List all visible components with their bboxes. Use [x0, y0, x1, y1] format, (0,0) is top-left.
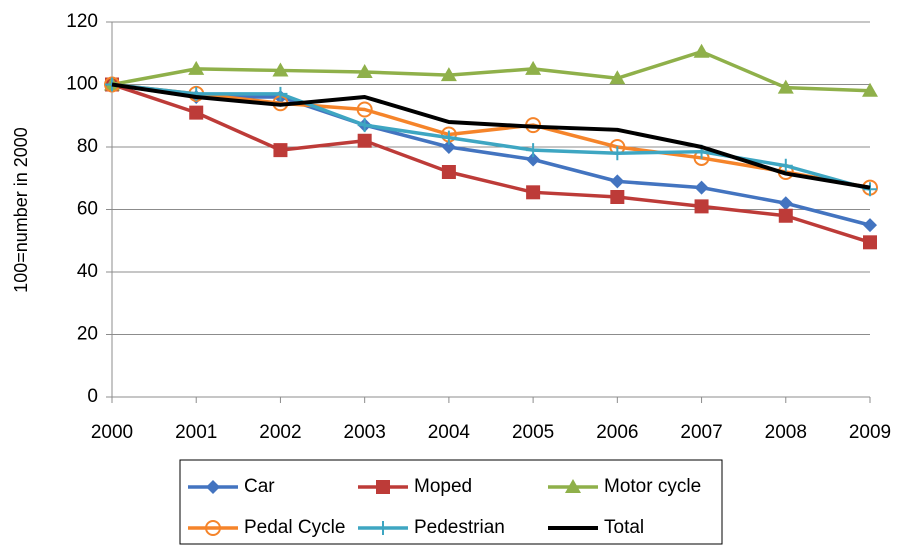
- marker: [610, 174, 625, 189]
- y-tick-label: 60: [77, 199, 98, 220]
- marker: [526, 185, 541, 200]
- marker: [441, 130, 456, 145]
- marker: [777, 79, 794, 94]
- marker: [376, 521, 390, 535]
- marker: [189, 105, 204, 120]
- series-line: [111, 49, 871, 93]
- marker: [694, 199, 709, 214]
- legend-label: Moped: [414, 476, 472, 497]
- legend-label: Motor cycle: [604, 476, 701, 497]
- marker: [610, 146, 625, 161]
- legend-label: Pedestrian: [414, 517, 505, 538]
- marker: [188, 60, 205, 75]
- x-tick-label: 2000: [91, 422, 133, 443]
- marker: [526, 143, 541, 158]
- marker: [273, 86, 288, 101]
- marker: [526, 152, 541, 167]
- marker: [356, 101, 373, 118]
- marker: [205, 520, 221, 536]
- y-tick-label: 100: [66, 74, 98, 95]
- legend-label: Car: [244, 476, 275, 497]
- marker: [778, 196, 793, 211]
- marker: [525, 60, 542, 75]
- marker: [357, 133, 372, 148]
- y-tick-label: 20: [77, 324, 98, 345]
- marker: [441, 165, 456, 179]
- marker: [778, 158, 793, 173]
- x-tick-label: 2009: [849, 422, 891, 443]
- marker: [863, 218, 877, 233]
- x-tick-label: 2008: [765, 422, 807, 443]
- x-tick-label: 2005: [512, 422, 554, 443]
- x-tick-label: 2006: [596, 422, 638, 443]
- series-line: [111, 82, 871, 190]
- marker: [206, 480, 220, 494]
- marker: [272, 62, 289, 77]
- x-tick-label: 2001: [175, 422, 217, 443]
- marker: [609, 70, 626, 85]
- y-axis-title: 100=number in 2000: [11, 127, 31, 293]
- marker: [862, 82, 878, 97]
- marker: [610, 190, 625, 204]
- marker: [356, 64, 373, 78]
- marker: [357, 118, 372, 133]
- marker: [273, 143, 288, 158]
- series-line: [111, 82, 871, 190]
- x-tick-label: 2003: [344, 422, 386, 443]
- x-tick-label: 2002: [259, 422, 301, 443]
- y-tick-label: 40: [77, 261, 98, 282]
- series-line: [111, 82, 871, 227]
- marker: [778, 208, 793, 223]
- marker: [441, 140, 456, 154]
- marker: [376, 480, 390, 494]
- x-tick-label: 2007: [680, 422, 722, 443]
- marker: [863, 235, 877, 250]
- legend-box: [179, 459, 723, 545]
- marker: [693, 43, 710, 58]
- marker: [565, 479, 581, 493]
- y-tick-label: 120: [66, 11, 98, 32]
- y-tick-label: 0: [87, 386, 98, 407]
- marker: [440, 67, 457, 82]
- series-line: [111, 82, 871, 244]
- y-tick-label: 80: [77, 136, 98, 157]
- legend-label: Total: [604, 517, 644, 538]
- x-tick-label: 2004: [428, 422, 471, 443]
- marker: [694, 180, 709, 195]
- marker: [863, 182, 877, 197]
- legend-label: Pedal Cycle: [244, 517, 345, 538]
